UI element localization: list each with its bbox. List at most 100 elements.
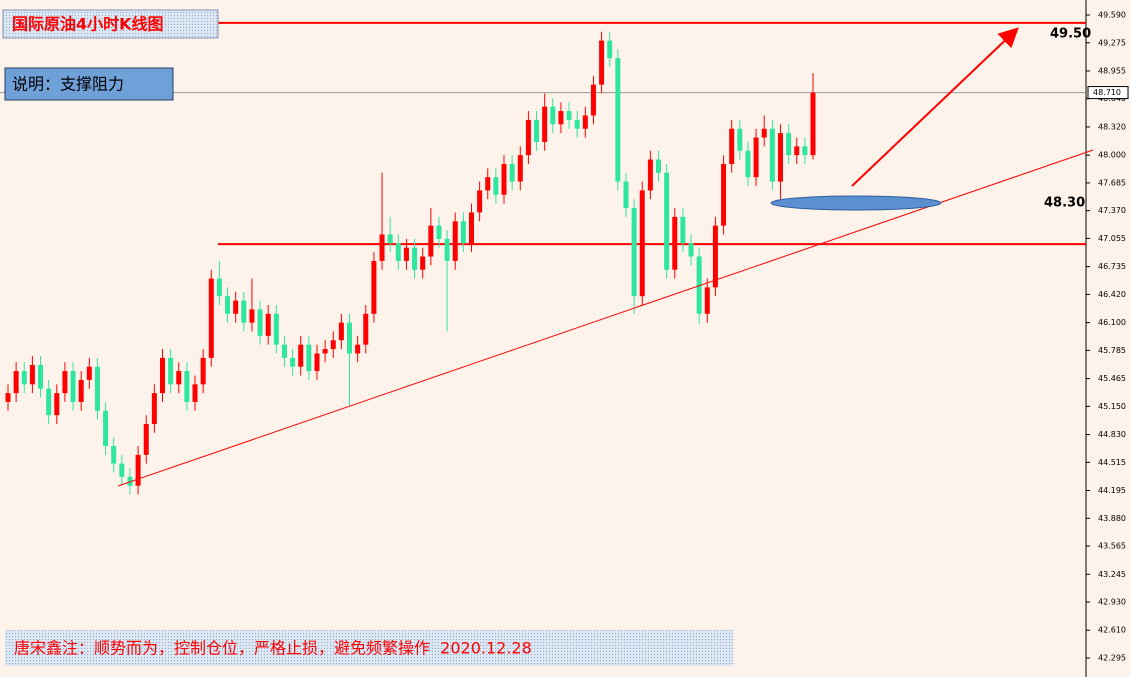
- y-tick-label: 44.195: [1098, 486, 1126, 495]
- candle-body: [509, 163, 515, 182]
- candle-body: [338, 322, 344, 341]
- candle-body: [46, 388, 52, 416]
- y-tick-label: 43.565: [1098, 542, 1126, 551]
- candle-body: [712, 225, 718, 288]
- candle-body: [436, 225, 442, 239]
- candle-body: [184, 371, 190, 402]
- candle-body: [460, 221, 466, 244]
- y-tick-label: 42.295: [1098, 654, 1126, 663]
- candle-body: [314, 353, 320, 372]
- candle-body: [127, 476, 133, 486]
- candle-body: [216, 278, 222, 297]
- y-tick-label: 47.370: [1098, 206, 1126, 215]
- candle-body: [257, 309, 263, 336]
- candle-body: [78, 379, 84, 402]
- candle-body: [477, 190, 483, 213]
- candle-body: [168, 357, 174, 385]
- candle-body: [298, 344, 304, 367]
- candle-body: [558, 111, 564, 125]
- candle-body: [777, 133, 783, 182]
- candle-body: [664, 172, 670, 270]
- candle-body: [94, 366, 100, 411]
- y-tick-label: 46.100: [1098, 318, 1126, 327]
- candle-body: [639, 190, 645, 297]
- y-tick-label: 49.590: [1098, 11, 1126, 20]
- candle-body: [607, 40, 613, 59]
- candle-body: [550, 106, 556, 125]
- candle-body: [794, 146, 800, 156]
- annotation: 49.50: [1050, 27, 1091, 42]
- subtitle: 说明：支撑阻力: [12, 75, 124, 94]
- candle-body: [54, 393, 60, 416]
- y-tick-label: 42.930: [1098, 598, 1126, 607]
- y-tick-label: 46.420: [1098, 290, 1126, 299]
- candle-body: [29, 364, 35, 385]
- candle-body: [452, 221, 458, 261]
- y-tick-label: 45.465: [1098, 374, 1126, 383]
- candle-body: [143, 423, 149, 455]
- candle-body: [233, 300, 239, 314]
- candle-body: [13, 371, 19, 394]
- candle-body: [623, 181, 629, 209]
- y-tick-label: 46.735: [1098, 262, 1126, 271]
- candle-body: [566, 111, 572, 120]
- candle-body: [761, 128, 767, 138]
- arrow: [851, 27, 1019, 187]
- candle-body: [273, 313, 279, 345]
- candle-body: [70, 371, 76, 402]
- y-tick-label: 44.515: [1098, 458, 1126, 467]
- candle-body: [119, 463, 125, 477]
- candle-body: [200, 357, 206, 385]
- candle-body: [517, 155, 523, 182]
- candle-body: [737, 128, 743, 151]
- y-tick-label: 48.320: [1098, 122, 1126, 131]
- candle-body: [5, 393, 11, 402]
- candle-body: [786, 133, 792, 156]
- candle-body: [208, 278, 214, 358]
- y-tick-label: 47.685: [1098, 178, 1126, 187]
- candle-body: [590, 84, 596, 116]
- candle-body: [729, 128, 735, 164]
- candle-body: [769, 128, 775, 182]
- candle-body: [290, 357, 296, 367]
- candle-body: [525, 119, 531, 156]
- candle-body: [412, 247, 418, 270]
- candle-body: [745, 150, 751, 178]
- candle-body: [501, 163, 507, 195]
- candle-body: [647, 159, 653, 191]
- candle-body: [111, 446, 117, 464]
- candle-body: [403, 247, 409, 261]
- candle-body: [241, 300, 247, 323]
- candle-body: [363, 313, 369, 345]
- candle-body: [485, 177, 491, 191]
- candle-body: [574, 119, 580, 129]
- candle-body: [176, 371, 182, 385]
- candle-body: [534, 119, 540, 142]
- candle-body: [420, 256, 426, 270]
- candle-body: [330, 340, 336, 350]
- candle-body: [379, 234, 385, 261]
- candle-body: [810, 92, 816, 156]
- candle-body: [21, 371, 27, 385]
- candle-body: [265, 313, 271, 336]
- candle-body: [802, 146, 808, 156]
- candle-body: [688, 243, 694, 257]
- candle-body: [159, 357, 165, 394]
- last-price-label: 48.710: [1093, 88, 1121, 97]
- subtitle-box: [4, 67, 174, 101]
- candle-body: [306, 344, 312, 372]
- chart-title: 国际原油4小时K线图: [12, 15, 164, 34]
- y-tick-label: 45.785: [1098, 346, 1126, 355]
- candle-body: [192, 384, 198, 402]
- candle-body: [615, 58, 621, 182]
- candle-body: [103, 410, 109, 447]
- candle-body: [428, 225, 434, 257]
- candle-body: [225, 296, 231, 314]
- candle-body: [371, 260, 377, 314]
- candle-body: [387, 234, 393, 244]
- y-tick-label: 48.000: [1098, 151, 1126, 160]
- y-tick-label: 44.830: [1098, 430, 1126, 439]
- candle-body: [38, 364, 44, 389]
- candle-body: [599, 40, 605, 85]
- candle-body: [753, 137, 759, 178]
